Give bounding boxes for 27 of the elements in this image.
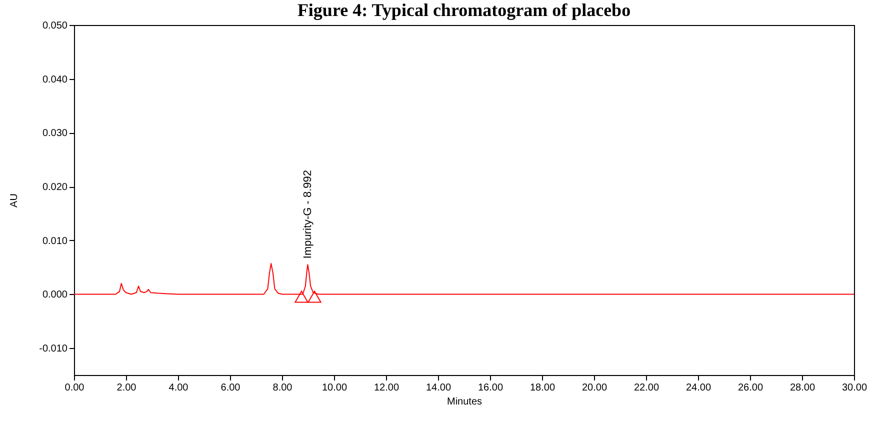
x-tick-label: 2.00 bbox=[116, 382, 137, 394]
x-tick-label: 12.00 bbox=[374, 382, 400, 394]
x-tick-label: 6.00 bbox=[220, 382, 241, 394]
x-tick-label: 28.00 bbox=[790, 382, 816, 394]
y-tick-label: 0.030 bbox=[42, 128, 68, 140]
x-tick-label: 14.00 bbox=[426, 382, 452, 394]
y-tick-label: 0.040 bbox=[42, 74, 68, 86]
y-axis-title: AU bbox=[9, 194, 20, 208]
y-tick-label: -0.010 bbox=[39, 344, 68, 355]
y-tick-label: 0.020 bbox=[42, 182, 68, 194]
x-tick-label: 0.00 bbox=[64, 382, 85, 394]
annotation: Impurity-G - 8.992 bbox=[302, 170, 314, 259]
x-tick-label: 26.00 bbox=[738, 382, 764, 394]
x-tick-label: 4.00 bbox=[168, 382, 189, 394]
x-tick-label: 10.00 bbox=[322, 382, 348, 394]
x-tick-label: 16.00 bbox=[478, 382, 504, 394]
chart-title: Figure 4: Typical chromatogram of placebo bbox=[297, 0, 631, 20]
y-tick-label: 0.000 bbox=[42, 290, 68, 301]
x-tick-label: 30.00 bbox=[842, 382, 868, 394]
x-tick-label: 24.00 bbox=[686, 382, 712, 394]
x-tick-label: 22.00 bbox=[634, 382, 660, 394]
y-tick-label: 0.050 bbox=[42, 20, 68, 32]
x-tick-label: 20.00 bbox=[582, 382, 608, 394]
x-tick-label: 8.00 bbox=[272, 382, 293, 394]
y-tick-label: 0.010 bbox=[42, 236, 68, 247]
x-axis-title: Minutes bbox=[446, 396, 482, 408]
x-tick-label: 18.00 bbox=[530, 382, 556, 394]
